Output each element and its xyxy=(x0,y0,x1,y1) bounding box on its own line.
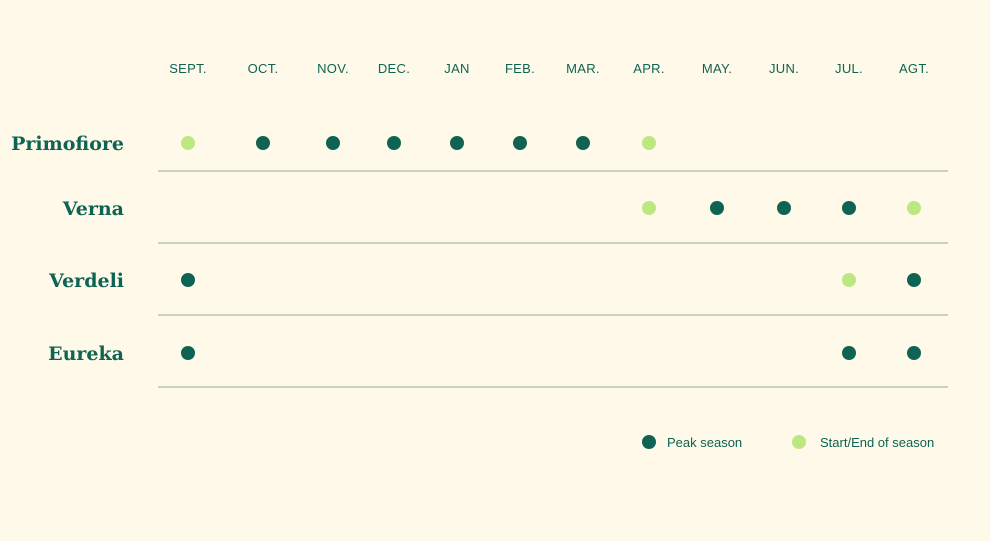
season-dot-primofiore-7-peak xyxy=(576,136,590,150)
month-label-5: JAN xyxy=(444,61,469,76)
season-dot-verna-10-peak xyxy=(777,201,791,215)
season-dot-verna-11-peak xyxy=(842,201,856,215)
season-dot-primofiore-3-peak xyxy=(326,136,340,150)
month-label-4: DEC. xyxy=(378,61,410,76)
variety-label-verdeli: Verdeli xyxy=(48,270,124,292)
season-dot-primofiore-8-start_end xyxy=(642,136,656,150)
season-dot-eureka-11-peak xyxy=(842,346,856,360)
variety-label-eureka: Eureka xyxy=(48,343,124,365)
season-dot-primofiore-4-peak xyxy=(387,136,401,150)
month-label-2: OCT. xyxy=(248,61,279,76)
season-dot-primofiore-2-peak xyxy=(256,136,270,150)
month-label-9: MAY. xyxy=(702,61,732,76)
season-dot-verdeli-12-peak xyxy=(907,273,921,287)
month-label-6: FEB. xyxy=(505,61,535,76)
month-label-3: NOV. xyxy=(317,61,349,76)
variety-label-verna: Verna xyxy=(62,198,124,220)
variety-label-primofiore: Primofiore xyxy=(11,133,124,155)
season-dot-primofiore-5-peak xyxy=(450,136,464,150)
month-label-10: JUN. xyxy=(769,61,799,76)
month-label-7: MAR. xyxy=(566,61,600,76)
month-label-12: AGT. xyxy=(899,61,929,76)
season-dot-verdeli-1-peak xyxy=(181,273,195,287)
season-dot-verna-9-peak xyxy=(710,201,724,215)
season-dot-primofiore-6-peak xyxy=(513,136,527,150)
season-dot-eureka-12-peak xyxy=(907,346,921,360)
season-dot-verna-12-start_end xyxy=(907,201,921,215)
season-dot-verdeli-11-start_end xyxy=(842,273,856,287)
season-dot-primofiore-1-start_end xyxy=(181,136,195,150)
legend-label-peak: Peak season xyxy=(667,435,742,450)
month-label-1: SEPT. xyxy=(169,61,207,76)
legend-swatch-start-end xyxy=(792,435,806,449)
season-dot-eureka-1-peak xyxy=(181,346,195,360)
month-label-11: JUL. xyxy=(835,61,863,76)
month-label-8: APR. xyxy=(633,61,665,76)
legend-label-start-end: Start/End of season xyxy=(820,435,934,450)
season-dot-verna-8-start_end xyxy=(642,201,656,215)
legend-swatch-peak xyxy=(642,435,656,449)
